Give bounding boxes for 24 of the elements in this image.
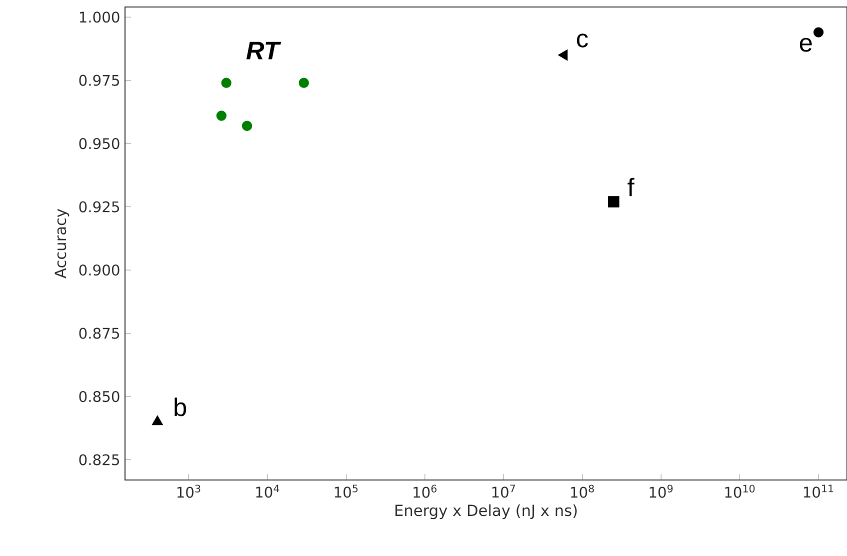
series-label: c: [576, 34, 588, 48]
x-tick-label: 10$^{3}$: [177, 484, 200, 498]
x-tick-label: 10$^{7}$: [492, 484, 516, 498]
x-tick-label: 10$^{4}$: [256, 484, 280, 498]
series-label: f: [628, 178, 634, 196]
y-tick-label: 0.975: [79, 74, 120, 86]
x-tick-label: 10$^{9}$: [650, 484, 673, 498]
y-tick-label: 0.925: [79, 201, 120, 212]
x-axis-title: Energy x Delay (nJ x ns): [395, 504, 577, 520]
x-tick-label: 10$^{11}$: [804, 484, 834, 498]
y-tick-label: 0.825: [79, 454, 120, 466]
y-axis-title: Accuracy: [54, 208, 70, 278]
x-tick-label: 10$^{10}$: [725, 484, 755, 498]
series-label: RT: [246, 42, 282, 60]
y-tick-label: 0.900: [79, 264, 120, 276]
series-label: b: [174, 398, 186, 416]
y-tick-label: 0.875: [79, 328, 120, 339]
x-tick-label: 10$^{8}$: [571, 484, 594, 498]
series-label: e: [800, 38, 812, 52]
x-tick-label: 10$^{5}$: [334, 484, 358, 498]
x-tick-label: 10$^{6}$: [414, 484, 437, 498]
y-tick-label: 1.000: [80, 12, 120, 23]
y-tick-label: 0.950: [79, 138, 120, 150]
y-tick-label: 0.850: [79, 390, 120, 402]
